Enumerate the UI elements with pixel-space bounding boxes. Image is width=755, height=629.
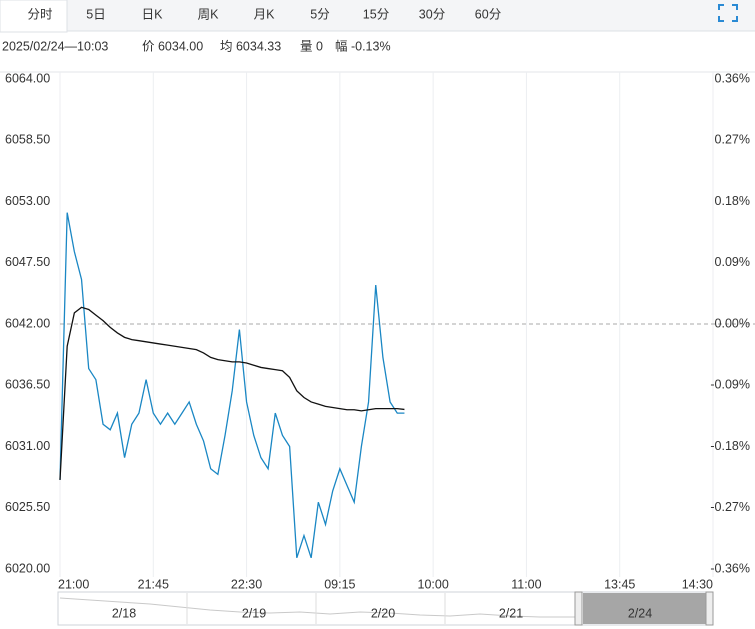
price-line — [59, 212, 405, 559]
navigator-label: 2/18 — [112, 606, 136, 620]
y2-tick-label: 0.00% — [715, 316, 750, 330]
tab[interactable]: 月K — [254, 7, 276, 21]
info-item: 价 6034.00 — [142, 39, 203, 53]
y2-tick-label: -0.18% — [710, 439, 750, 453]
y2-tick-label: -0.09% — [710, 378, 750, 392]
navigator-handle[interactable] — [705, 591, 714, 626]
fullscreen-icon[interactable] — [718, 4, 738, 22]
tab[interactable]: 5日 — [86, 7, 105, 21]
y-tick-label: 6058.50 — [5, 133, 50, 147]
tab[interactable]: 15分 — [363, 7, 389, 21]
y2-tick-label: 0.18% — [715, 194, 750, 208]
y-tick-label: 6064.00 — [5, 71, 50, 85]
y-tick-label: 6047.50 — [5, 255, 50, 269]
active-tab-bg — [0, 0, 68, 33]
y2-tick-label: 0.09% — [715, 255, 750, 269]
info-item: 均 6034.33 — [220, 39, 281, 53]
x-tick-label: 21:00 — [58, 577, 89, 591]
y2-tick-label: 0.36% — [715, 71, 750, 85]
average-line — [59, 306, 405, 480]
y-tick-label: 6036.50 — [5, 378, 50, 392]
navigator-label: 2/24 — [628, 606, 652, 620]
tab[interactable]: 60分 — [475, 7, 501, 21]
x-tick-label: 13:45 — [604, 577, 635, 591]
tab[interactable]: 30分 — [419, 7, 445, 21]
x-tick-label: 22:30 — [231, 577, 262, 591]
x-tick-label: 14:30 — [682, 577, 713, 591]
tab[interactable]: 分时 — [27, 7, 53, 21]
y2-tick-label: -0.36% — [710, 561, 750, 575]
info-item: 2025/02/24—10:03 — [2, 39, 108, 53]
y-tick-label: 6025.50 — [5, 500, 50, 514]
y-tick-label: 6053.00 — [5, 194, 50, 208]
navigator-trace — [59, 597, 575, 618]
y2-tick-label: 0.27% — [715, 133, 750, 147]
navigator-selection[interactable] — [583, 593, 709, 624]
navigator-label: 2/21 — [499, 606, 523, 620]
x-tick-label: 11:00 — [511, 577, 541, 591]
fullscreen-glyph[interactable] — [718, 4, 738, 22]
x-tick-label: 21:45 — [138, 577, 169, 591]
info-item: 量 0 — [300, 39, 323, 53]
y-tick-label: 6042.00 — [5, 316, 50, 330]
tab-bar — [0, 0, 755, 31]
tab[interactable]: 日K — [142, 7, 164, 21]
navigator-label: 2/19 — [242, 606, 266, 620]
y-tick-label: 6031.00 — [5, 439, 50, 453]
x-tick-label: 09:15 — [324, 577, 355, 591]
info-item: 幅 -0.13% — [335, 38, 391, 53]
tab[interactable]: 周K — [198, 7, 220, 21]
tab[interactable]: 5分 — [310, 7, 329, 21]
x-tick-label: 10:00 — [418, 577, 449, 591]
y2-tick-label: -0.27% — [710, 500, 750, 514]
navigator-label: 2/20 — [371, 606, 395, 620]
y-tick-label: 6020.00 — [5, 561, 50, 575]
navigator-handle[interactable] — [574, 591, 583, 626]
